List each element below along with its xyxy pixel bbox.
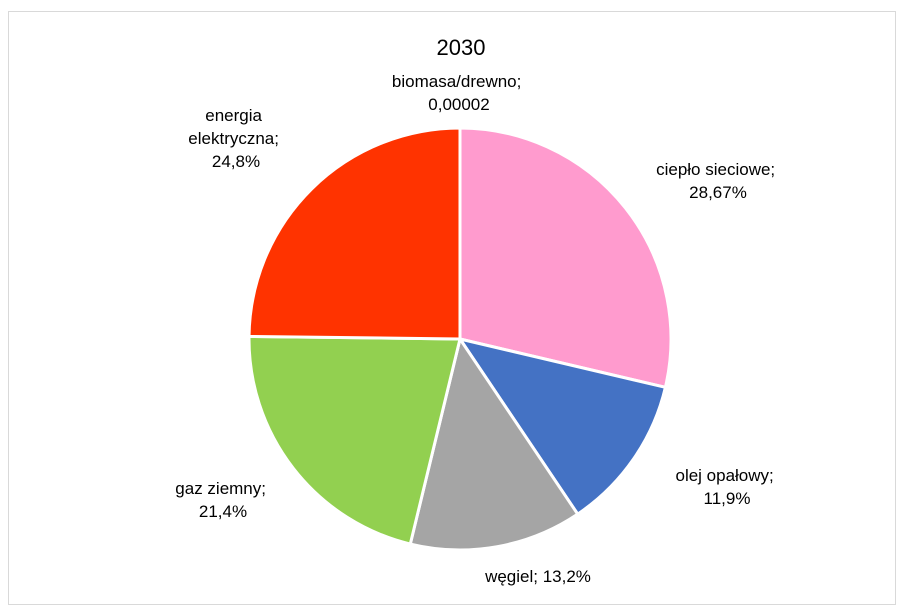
pie-slice-olej-opałowy [458, 337, 667, 516]
pie-slice-gaz-ziemny [247, 334, 462, 546]
pie-slices [247, 126, 673, 552]
data-label-wegiel: węgiel; 13,2% [484, 567, 591, 586]
chart-title: 2030 [437, 35, 486, 60]
pie-slice-węgiel [408, 337, 580, 552]
data-label-cieplo-sieciowe: ciepło sieciowe; 28,67% [656, 160, 780, 202]
pie-slice-ciepło-sieciowe [458, 126, 673, 389]
data-label-biomasa-drewno: biomasa/drewno; 0,00002 [392, 72, 526, 114]
data-label-energia-elektryczna: energia elektryczna; 24,8% [188, 106, 283, 171]
data-label-gaz-ziemny: gaz ziemny; 21,4% [175, 479, 270, 521]
data-label-olej-opalowy: olej opałowy; 11,9% [675, 466, 778, 508]
pie-slice-energia-elektryczna [247, 126, 462, 341]
